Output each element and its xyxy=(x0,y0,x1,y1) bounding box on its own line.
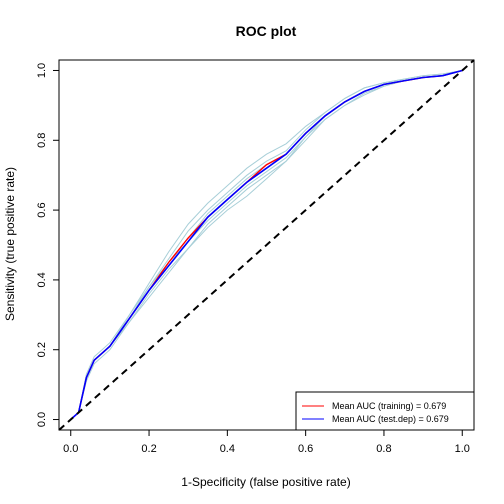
plot-frame xyxy=(58,59,475,431)
y-axis-label: Sensitivity (true positive rate) xyxy=(3,167,17,321)
y-tick-label: 0.6 xyxy=(36,202,48,217)
x-tick-label: 0.2 xyxy=(141,443,156,455)
y-tick-label: 0.4 xyxy=(36,272,48,287)
axis-ticks: 0.0 0.2 0.4 0.6 0.8 1.0 0.0 0.2 0.4 0.6 0.8 1.0 xyxy=(36,63,470,455)
mean-curves xyxy=(70,69,463,421)
x-tick-label: 1.0 xyxy=(455,443,470,455)
legend: Mean AUC (training) = 0.679 Mean AUC (te… xyxy=(295,391,475,431)
x-tick-label: 0.6 xyxy=(298,443,313,455)
y-tick-label: 0.8 xyxy=(36,133,48,148)
legend-label-test: Mean AUC (test.dep) = 0.679 xyxy=(332,414,449,424)
test-curve xyxy=(70,69,463,421)
reference-line xyxy=(58,59,475,431)
reference-diagonal xyxy=(58,59,475,431)
chart-title: ROC plot xyxy=(236,23,297,39)
legend-box xyxy=(295,391,475,431)
x-tick-label: 0.8 xyxy=(376,443,391,455)
y-tick-label: 1.0 xyxy=(36,63,48,78)
x-axis-label: 1-Specificity (false positive rate) xyxy=(181,475,350,489)
y-tick-label: 0.2 xyxy=(36,342,48,357)
x-tick-label: 0.4 xyxy=(220,443,235,455)
legend-label-training: Mean AUC (training) = 0.679 xyxy=(332,401,446,411)
x-tick-label: 0.0 xyxy=(63,443,78,455)
y-tick-label: 0.0 xyxy=(36,412,48,427)
